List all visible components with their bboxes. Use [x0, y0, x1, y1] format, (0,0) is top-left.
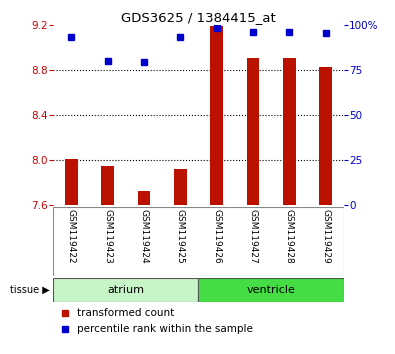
Bar: [246, 57, 259, 205]
Text: GSM119429: GSM119429: [321, 209, 330, 264]
Text: ventricle: ventricle: [246, 285, 295, 295]
Title: GDS3625 / 1384415_at: GDS3625 / 1384415_at: [121, 11, 276, 24]
Bar: [283, 57, 295, 205]
Text: GSM119428: GSM119428: [285, 209, 294, 264]
Bar: [65, 159, 78, 205]
Text: GSM119426: GSM119426: [212, 209, 221, 264]
Text: atrium: atrium: [107, 285, 145, 295]
Text: GSM119427: GSM119427: [248, 209, 258, 264]
Bar: [210, 26, 223, 205]
Bar: [199, 278, 344, 302]
Text: tissue ▶: tissue ▶: [10, 285, 50, 295]
Text: GSM119422: GSM119422: [67, 209, 76, 264]
Bar: [53, 278, 199, 302]
Bar: [319, 67, 332, 205]
Text: transformed count: transformed count: [77, 308, 174, 318]
Bar: [102, 166, 114, 205]
Bar: [138, 191, 150, 205]
Text: percentile rank within the sample: percentile rank within the sample: [77, 324, 252, 333]
Text: GSM119423: GSM119423: [103, 209, 112, 264]
Text: GSM119424: GSM119424: [139, 209, 149, 264]
Text: GSM119425: GSM119425: [176, 209, 185, 264]
Bar: [174, 169, 187, 205]
